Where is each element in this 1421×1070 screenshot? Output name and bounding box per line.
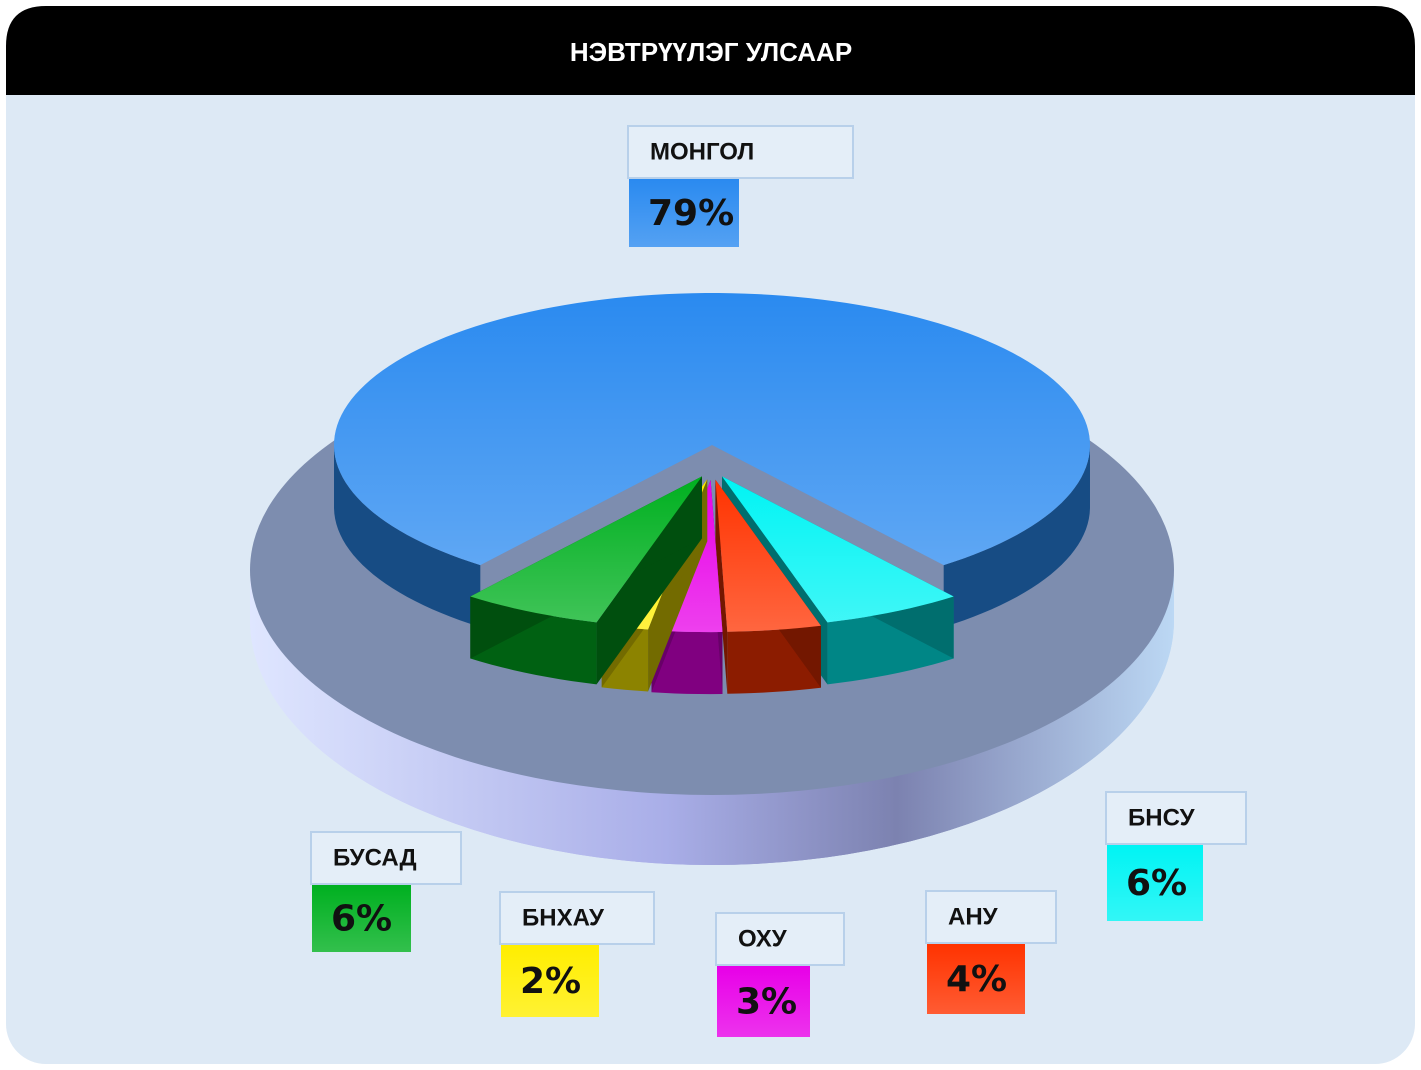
- labels: МОНГОЛ 79% БНСУ 6% АНУ 4% ОХУ 3% БНХАУ 2% БУСАД 6%: [310, 125, 1247, 1037]
- category-label: БНХАУ: [522, 904, 605, 931]
- value-label: 4%: [946, 959, 1007, 1000]
- category-label: АНУ: [948, 903, 999, 930]
- category-label: ОХУ: [738, 925, 788, 952]
- plot: [250, 293, 1174, 865]
- category-label: МОНГОЛ: [650, 138, 754, 165]
- label-box: [627, 125, 854, 179]
- value-box-shade: [312, 885, 411, 952]
- value-box-shade: [501, 945, 599, 1017]
- category-label: БУСАД: [333, 844, 417, 871]
- header-bar: [6, 6, 1415, 95]
- slice-shine: [470, 476, 703, 623]
- label-box: [925, 890, 1057, 944]
- slice-shine: [715, 479, 821, 632]
- value-label: 2%: [520, 961, 581, 1002]
- value-box-shade: [927, 944, 1025, 1014]
- value-box-shade: [1107, 845, 1203, 921]
- value-label: 79%: [648, 193, 734, 234]
- chart-title: НЭВТРҮҮЛЭГ УЛСААР: [570, 37, 852, 67]
- category-label: БНСУ: [1128, 804, 1196, 831]
- value-box-shade: [717, 966, 810, 1037]
- label-box: [310, 831, 462, 885]
- value-label: 3%: [736, 982, 797, 1023]
- label-box: [499, 891, 655, 945]
- slice-shine: [334, 293, 1090, 566]
- slice-shine: [721, 476, 954, 623]
- label-box: [1105, 791, 1247, 845]
- slice-face: [715, 479, 728, 694]
- value-label: 6%: [1126, 863, 1187, 904]
- value-box-shade: [629, 179, 739, 247]
- label-box: [715, 912, 845, 966]
- platter-side: [250, 570, 1174, 865]
- slice-side: [943, 446, 1090, 628]
- value-label: 6%: [331, 899, 392, 940]
- slice-side: [334, 446, 481, 628]
